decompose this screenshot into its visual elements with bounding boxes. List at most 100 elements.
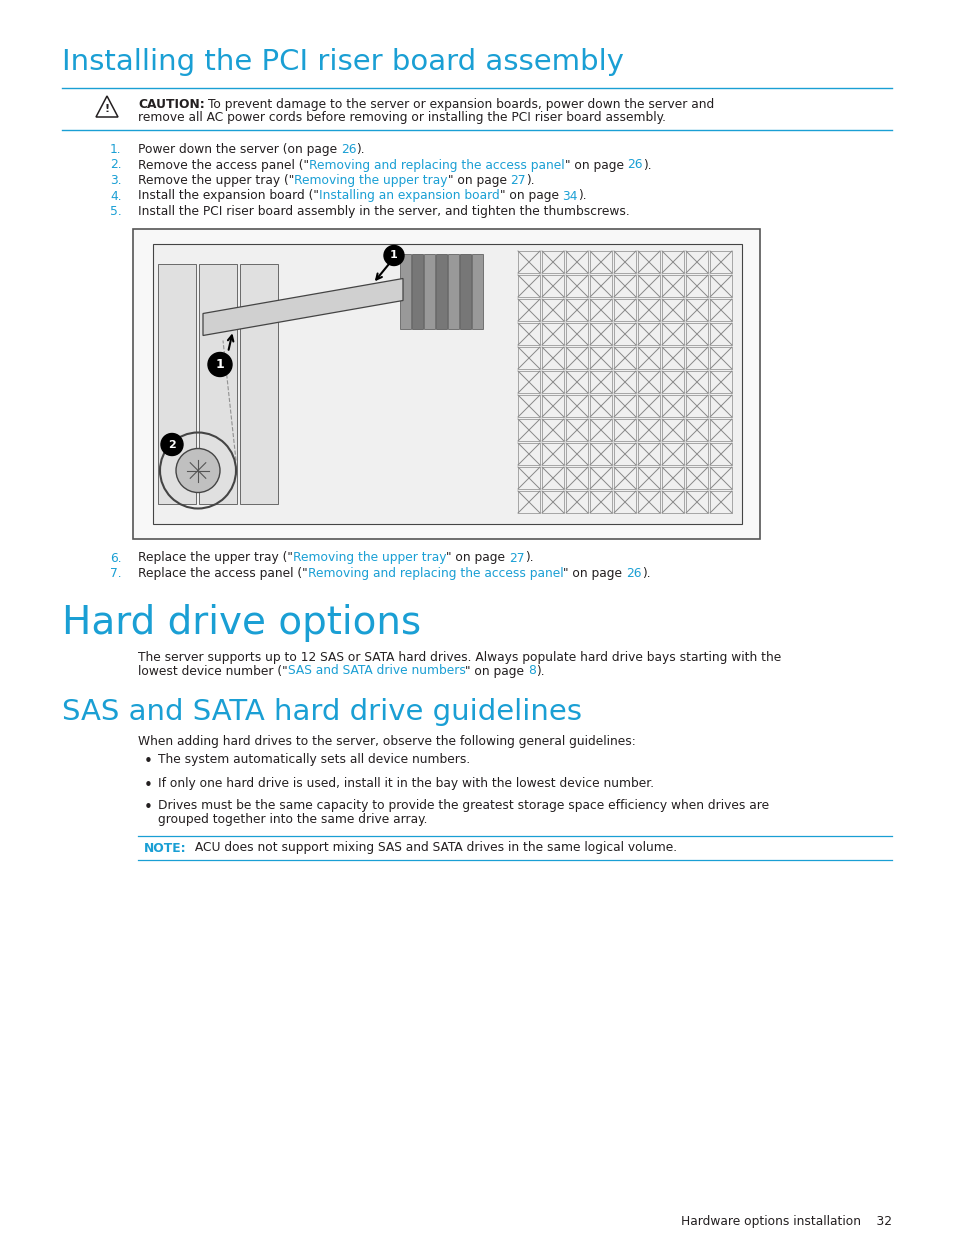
Text: 2.: 2. — [110, 158, 121, 172]
Text: ).: ). — [641, 567, 650, 580]
Bar — [638, 395, 659, 417]
Bar — [709, 275, 731, 296]
Bar — [685, 492, 707, 513]
Text: remove all AC power cords before removing or installing the PCI riser board asse: remove all AC power cords before removin… — [138, 111, 665, 124]
Bar — [199, 263, 236, 504]
Bar — [614, 467, 636, 489]
Bar — [661, 299, 683, 321]
Bar — [158, 263, 195, 504]
Circle shape — [175, 448, 220, 493]
Text: Hardware options installation    32: Hardware options installation 32 — [680, 1215, 891, 1228]
Text: " on page: " on page — [447, 174, 510, 186]
Text: 26: 26 — [627, 158, 642, 172]
Bar — [541, 370, 563, 393]
Text: Remove the upper tray (": Remove the upper tray (" — [138, 174, 294, 186]
Bar — [589, 443, 612, 466]
Bar — [472, 253, 482, 329]
Bar — [661, 347, 683, 369]
Bar — [709, 443, 731, 466]
Text: 27: 27 — [510, 174, 525, 186]
Bar — [638, 324, 659, 345]
Bar — [614, 370, 636, 393]
Bar — [685, 395, 707, 417]
Text: Replace the access panel (": Replace the access panel (" — [138, 567, 307, 580]
Bar — [638, 299, 659, 321]
Bar — [709, 370, 731, 393]
Bar — [661, 324, 683, 345]
Bar — [614, 299, 636, 321]
Bar — [565, 492, 587, 513]
Text: The system automatically sets all device numbers.: The system automatically sets all device… — [158, 753, 470, 767]
Bar — [541, 299, 563, 321]
Bar — [589, 275, 612, 296]
Text: ).: ). — [536, 664, 544, 678]
Bar — [565, 299, 587, 321]
Circle shape — [208, 352, 232, 377]
Text: ACU does not support mixing SAS and SATA drives in the same logical volume.: ACU does not support mixing SAS and SATA… — [191, 841, 676, 855]
Bar — [541, 419, 563, 441]
Bar — [589, 347, 612, 369]
Bar — [565, 395, 587, 417]
Text: Installing an expansion board: Installing an expansion board — [318, 189, 499, 203]
Bar — [685, 419, 707, 441]
Bar — [541, 324, 563, 345]
Bar — [589, 299, 612, 321]
Text: lowest device number (": lowest device number (" — [138, 664, 287, 678]
Circle shape — [384, 246, 403, 266]
Text: CAUTION:: CAUTION: — [138, 98, 205, 111]
Bar — [638, 251, 659, 273]
Bar — [565, 324, 587, 345]
Bar — [565, 347, 587, 369]
Text: " on page: " on page — [564, 158, 627, 172]
Bar — [589, 370, 612, 393]
Bar — [614, 492, 636, 513]
Text: 2: 2 — [168, 440, 175, 450]
Bar — [638, 370, 659, 393]
Bar — [541, 395, 563, 417]
Bar — [709, 324, 731, 345]
Bar — [661, 467, 683, 489]
Bar — [517, 275, 539, 296]
Bar — [661, 251, 683, 273]
Bar — [638, 467, 659, 489]
Bar — [517, 347, 539, 369]
Bar — [685, 324, 707, 345]
Bar — [614, 419, 636, 441]
Text: 1: 1 — [215, 358, 224, 370]
Bar — [589, 251, 612, 273]
Bar — [685, 275, 707, 296]
Bar — [661, 492, 683, 513]
Bar — [541, 492, 563, 513]
Text: " on page: " on page — [562, 567, 625, 580]
Text: 26: 26 — [625, 567, 641, 580]
Bar — [132, 228, 760, 538]
Text: 1.: 1. — [110, 143, 121, 156]
Text: To prevent damage to the server or expansion boards, power down the server and: To prevent damage to the server or expan… — [208, 98, 713, 111]
Bar — [448, 253, 458, 329]
Bar — [541, 251, 563, 273]
Text: •: • — [144, 778, 152, 793]
Text: grouped together into the same drive array.: grouped together into the same drive arr… — [158, 814, 427, 826]
Text: Remove the access panel (": Remove the access panel (" — [138, 158, 309, 172]
Bar — [459, 253, 471, 329]
Circle shape — [161, 433, 183, 456]
Bar — [517, 443, 539, 466]
Bar — [517, 492, 539, 513]
Text: 34: 34 — [562, 189, 578, 203]
Bar — [709, 299, 731, 321]
Text: 5.: 5. — [110, 205, 122, 219]
Bar — [589, 395, 612, 417]
Bar — [614, 324, 636, 345]
Bar — [685, 347, 707, 369]
Text: 8: 8 — [528, 664, 536, 678]
Bar — [589, 419, 612, 441]
Bar — [399, 253, 411, 329]
Text: " on page: " on page — [499, 189, 562, 203]
Bar — [565, 419, 587, 441]
Bar — [517, 324, 539, 345]
Text: 4.: 4. — [110, 189, 121, 203]
FancyBboxPatch shape — [152, 243, 741, 524]
Bar — [614, 395, 636, 417]
Bar — [685, 443, 707, 466]
Bar — [541, 275, 563, 296]
